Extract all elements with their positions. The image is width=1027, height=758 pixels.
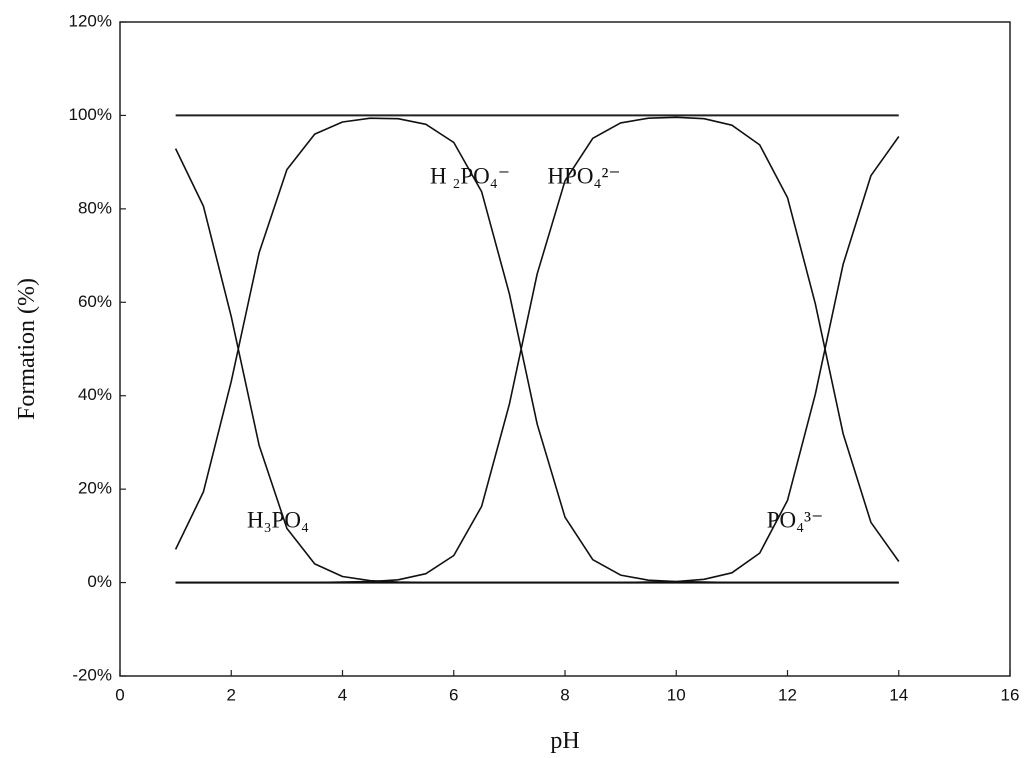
x-tick-label: 8 [560, 685, 569, 704]
series-label: H ₂PO₄⁻ [430, 163, 510, 188]
series-label: PO₄³⁻ [767, 507, 823, 532]
plot-frame [119, 21, 1011, 677]
y-tick-label: 40% [78, 385, 112, 404]
x-tick-label: 4 [338, 685, 347, 704]
y-tick-label: 60% [78, 292, 112, 311]
x-tick-label: 16 [1001, 685, 1020, 704]
series-label: H₃PO₄ [247, 507, 309, 532]
x-tick-label: 6 [449, 685, 458, 704]
y-tick-label: 100% [69, 105, 112, 124]
y-axis-title: Formation (%) [14, 278, 40, 420]
y-tick-label: 120% [69, 11, 112, 30]
y-tick-label: 80% [78, 198, 112, 217]
y-tick-label: 0% [87, 572, 112, 591]
series-line [174, 117, 899, 584]
x-axis-title: pH [550, 728, 579, 754]
x-tick-label: 0 [115, 685, 124, 704]
series-line [175, 136, 900, 584]
x-tick-label: 10 [667, 685, 686, 704]
x-tick-label: 2 [227, 685, 236, 704]
y-tick-label: 20% [78, 479, 112, 498]
series-label: HPO₄²⁻ [547, 163, 620, 188]
x-tick-label: 12 [778, 685, 797, 704]
y-tick-label: -20% [72, 665, 112, 684]
x-tick-label: 14 [889, 685, 908, 704]
